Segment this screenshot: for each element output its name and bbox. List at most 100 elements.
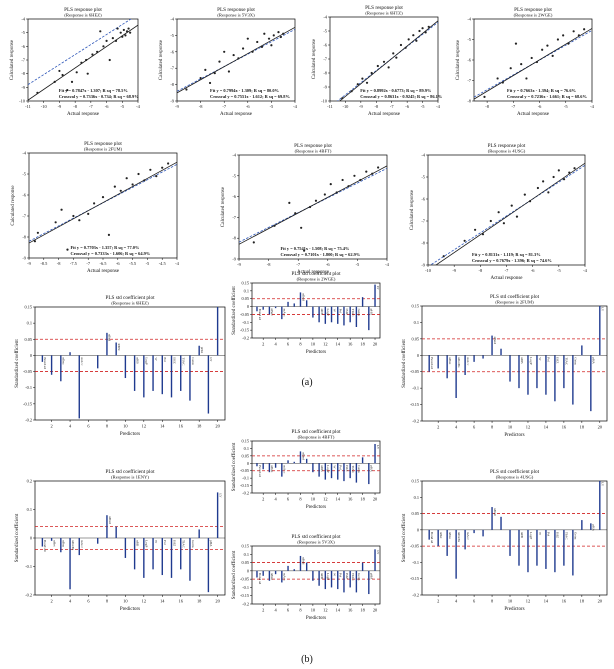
predictor-label: ISIZ [556, 357, 560, 363]
data-point [218, 60, 221, 63]
response-plot-5: PLS response plot(Response is 4BFT) Actua… [221, 143, 390, 275]
data-point [300, 226, 303, 229]
predictor-label: Pol [163, 540, 167, 545]
x-tick-label: 20 [598, 425, 603, 430]
data-point [161, 166, 164, 169]
data-point [61, 73, 64, 77]
x-tick-label: 12 [526, 425, 530, 430]
plot-subtitle: (Response is 1ENY) [111, 475, 149, 480]
x-tick-label: 2 [262, 497, 264, 502]
crossval-equation: Crossval y = 0.7336x - 0.734; R sq = 68.… [59, 94, 139, 99]
predictor-label: TIAC [351, 465, 355, 474]
data-point [127, 27, 130, 30]
data-point [273, 224, 276, 227]
data-point [502, 222, 505, 225]
x-tick-label: 12 [323, 608, 327, 613]
plot-title: PLS std coefficient plot [291, 533, 341, 540]
y-tick-label: 0.05 [241, 296, 249, 301]
x-tick-label: -4 [175, 261, 179, 266]
y-axis-label: Standardized coefficient [402, 513, 407, 562]
y-axis-label: Standardized coefficient [15, 513, 20, 562]
x-tick-label: -8 [199, 104, 203, 109]
x-tick-label: 20 [215, 424, 220, 429]
predictor-label: pHA [370, 573, 374, 580]
x-tick-label: 2 [51, 599, 53, 604]
predictor-label: ISIZ [345, 309, 349, 315]
x-tick-label: -10 [342, 104, 349, 109]
x-tick-label: -8 [73, 104, 77, 109]
y-tick-label: -0.15 [23, 401, 32, 406]
y-tick-label: 0.15 [241, 281, 249, 286]
y-tick-label: -4 [421, 153, 425, 158]
x-tick-label: -5 [564, 104, 568, 109]
data-point [556, 38, 560, 41]
x-tick-label: 2 [437, 599, 439, 604]
predictor-label: nRB [320, 465, 324, 472]
predictor-label: Pol [163, 357, 167, 362]
predictor-label: Bond ad [258, 309, 262, 321]
data-point [91, 53, 94, 56]
predictor-label: nBnd [108, 516, 112, 524]
coefficient-plot-11: PLS std coefficient plot(Response is 1EN… [15, 468, 226, 612]
crossval-line [239, 167, 387, 243]
data-point [562, 178, 566, 181]
plot-subtitle: (Response is 4BFT) [298, 435, 335, 440]
y-tick-label: -0.1 [242, 320, 249, 325]
data-point [392, 52, 395, 55]
data-point [377, 166, 380, 169]
regression-lines [29, 161, 177, 244]
crossval-equation: Crossval y = 0.7679x - 1.396; R sq = 74.… [472, 258, 552, 263]
x-tick-label: -9 [359, 104, 363, 109]
x-tick-label: -9 [237, 262, 241, 267]
x-tick-label: 8 [106, 599, 109, 604]
x-tick-label: 18 [360, 342, 365, 347]
x-tick-label: -5 [356, 262, 360, 267]
predictor-label: LogP [529, 532, 533, 539]
fit-line [239, 165, 387, 245]
y-tick-label: -0.2 [242, 491, 249, 496]
data-point [60, 208, 63, 211]
x-tick-label: -6 [326, 262, 330, 267]
y-tick-label: -9 [232, 257, 236, 262]
plot-subtitle: (Response is 4BFT) [295, 149, 332, 154]
x-tick-label: -8 [57, 261, 61, 266]
data-point [294, 212, 297, 215]
x-tick-label: -5 [146, 261, 150, 266]
x-tick-label: 10 [311, 342, 316, 347]
x-tick-label: -7.5 [70, 261, 78, 266]
predictor-label: W [538, 532, 542, 536]
fit-equation: Fit y = 0.7541x - 1.508; R sq = 75.4% [280, 246, 349, 251]
x-tick-label: -7 [89, 104, 93, 109]
predictor-label: ISIZ [345, 465, 349, 471]
x-tick-label: 12 [323, 342, 327, 347]
y-tick-label: 0.05 [411, 511, 419, 516]
data-point [546, 44, 549, 47]
plot-title: PLS response plot [84, 141, 122, 147]
x-tick-label: 18 [580, 599, 585, 604]
x-tick-label: 8 [491, 599, 494, 604]
y-tick-label: -0.15 [410, 402, 419, 407]
predictor-label: Pol [547, 532, 551, 537]
data-point [78, 219, 81, 222]
data-point [525, 77, 528, 80]
x-tick-label: -8 [478, 268, 482, 273]
y-tick-label: -4 [323, 15, 327, 20]
predictor-label: Pol [547, 357, 551, 362]
regression-lines [177, 26, 295, 94]
predictor-label: Pol [339, 465, 343, 470]
y-tick-label: -0.1 [242, 585, 249, 590]
plot-title: PLS response plot [64, 7, 102, 13]
predictor-label: LogP [326, 309, 330, 316]
plot-frame [421, 305, 608, 422]
predictor-label: ISIZ [172, 540, 176, 546]
x-tick-label: -7 [390, 104, 394, 109]
y-tick-label: 0.15 [411, 479, 419, 484]
predictor-label: nRB [135, 357, 139, 364]
data-point [223, 50, 226, 53]
x-tick-label: -9 [27, 261, 31, 266]
y-tick-label: -10 [19, 99, 26, 104]
y-tick-label: -0.15 [240, 328, 249, 333]
data-point [155, 175, 158, 178]
data-point [335, 191, 338, 194]
